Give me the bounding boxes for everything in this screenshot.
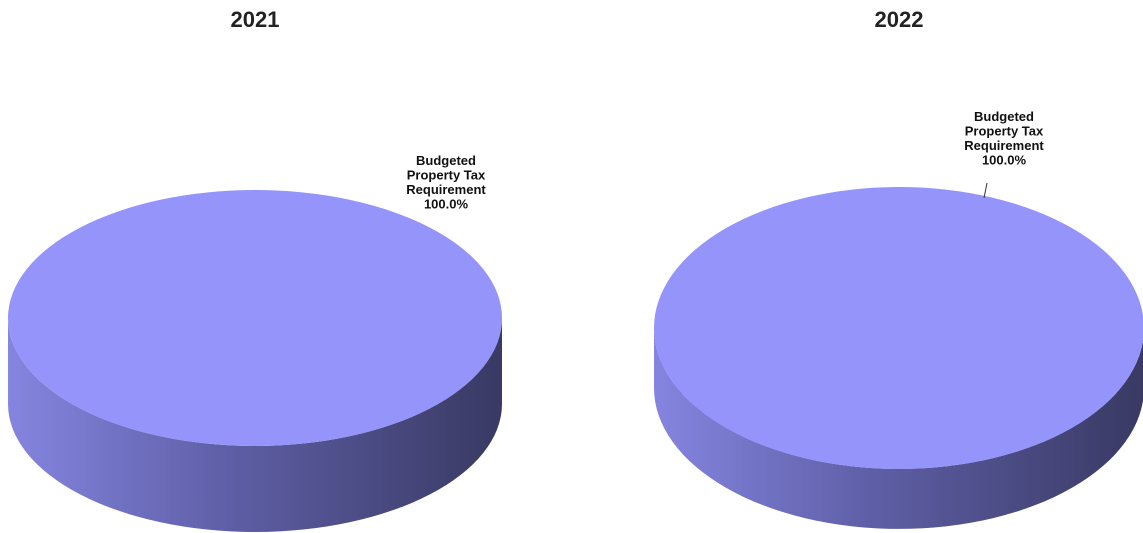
label-leader-line <box>983 182 988 199</box>
pie-slice-budgeted-property-tax[interactable] <box>654 187 1143 469</box>
chart-title: 2021 <box>231 7 280 32</box>
slice-label-line: Property Tax <box>965 124 1044 139</box>
slice-label-line: Budgeted <box>416 153 476 168</box>
slice-label-line: 100.0% <box>424 197 469 212</box>
slice-label-line: 100.0% <box>982 153 1027 168</box>
pie-chart-2022: 2022 Budgeted Property Tax Requirement 100.0… <box>654 7 1143 529</box>
slice-label: Budgeted Property Tax Requirement 100.0% <box>406 153 486 212</box>
slice-label-line: Requirement <box>406 182 486 197</box>
pie-slice-side <box>8 318 502 532</box>
slice-label-line: Requirement <box>964 138 1044 153</box>
pie-slice-budgeted-property-tax[interactable] <box>8 190 502 446</box>
pie-chart-2021: 2021 Budgeted Property Tax Requirement 100.0… <box>8 7 502 532</box>
chart-title: 2022 <box>875 7 924 32</box>
pie-slice-side <box>654 328 1143 529</box>
slice-label-line: Property Tax <box>407 168 486 183</box>
slice-label-line: Budgeted <box>974 109 1034 124</box>
slice-label: Budgeted Property Tax Requirement 100.0% <box>964 109 1044 168</box>
